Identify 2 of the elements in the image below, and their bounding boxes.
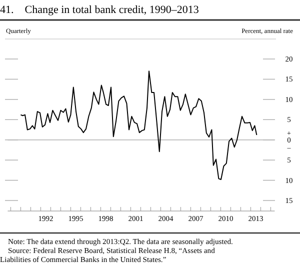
chart-title: 41. Change in total bank credit, 1990–2013 <box>0 4 200 16</box>
line-series <box>20 70 258 180</box>
